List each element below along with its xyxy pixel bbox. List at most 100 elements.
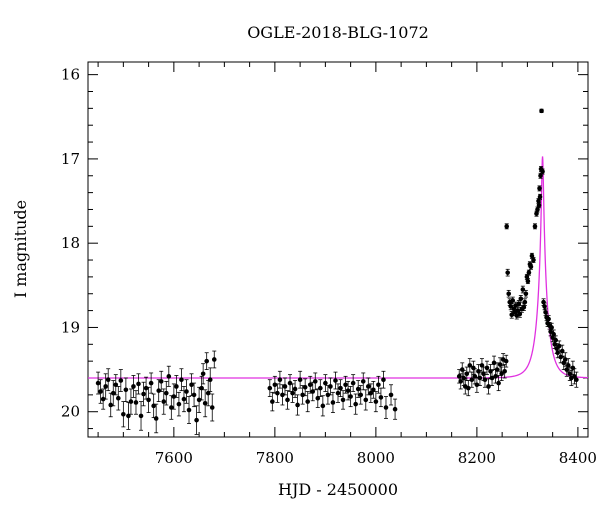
data-point <box>186 396 192 424</box>
data-point <box>503 354 509 368</box>
data-point-marker <box>345 388 351 393</box>
data-point <box>318 379 323 397</box>
data-point <box>510 296 516 305</box>
data-point <box>486 378 491 395</box>
data-point-marker <box>320 403 326 409</box>
data-point <box>539 108 544 114</box>
data-point <box>295 394 300 416</box>
data-point <box>194 405 199 435</box>
data-point <box>272 375 278 394</box>
data-point <box>312 372 318 391</box>
data-point-marker <box>131 384 136 389</box>
data-point-marker <box>479 363 485 368</box>
data-point-marker <box>348 394 353 399</box>
data-point-marker <box>540 169 545 174</box>
data-point <box>161 388 167 415</box>
data-point-marker <box>371 387 376 393</box>
data-point-marker <box>515 308 521 313</box>
data-point-marker <box>110 390 116 396</box>
data-point-marker <box>523 291 529 297</box>
data-point-marker <box>118 378 124 383</box>
data-point <box>559 344 565 358</box>
data-point-marker <box>184 389 189 394</box>
data-point <box>148 372 154 394</box>
data-point-marker <box>166 374 172 379</box>
data-point <box>280 384 285 406</box>
x-tick-label: 7800 <box>256 449 294 467</box>
data-point-marker <box>535 207 540 212</box>
data-point <box>516 300 522 308</box>
data-point-marker <box>290 390 295 396</box>
data-point-marker <box>525 278 531 284</box>
data-point <box>353 393 358 415</box>
data-point <box>275 383 280 403</box>
data-point-marker <box>355 386 361 392</box>
data-point <box>330 391 336 413</box>
data-point <box>537 193 543 200</box>
data-point <box>116 386 121 411</box>
data-point-marker <box>267 385 273 391</box>
data-point-marker <box>464 371 470 377</box>
data-point-marker <box>133 400 139 405</box>
data-point <box>118 369 124 392</box>
data-point-marker <box>542 304 547 309</box>
data-point <box>267 379 273 397</box>
data-point <box>184 379 189 404</box>
data-point-marker <box>466 385 471 391</box>
data-point-marker <box>287 380 293 386</box>
data-point-marker <box>499 371 504 377</box>
data-point-marker <box>143 385 149 391</box>
data-point-marker <box>541 299 546 305</box>
data-point-marker <box>566 363 571 368</box>
data-point-marker <box>211 357 217 362</box>
data-point-marker <box>343 382 348 388</box>
data-point-marker <box>572 374 577 379</box>
y-axis-label: I magnitude <box>11 200 30 298</box>
data-point <box>376 375 381 394</box>
data-point-marker <box>171 394 177 399</box>
data-point-marker <box>360 379 366 384</box>
data-point-marker <box>148 380 154 386</box>
data-point-marker <box>209 405 215 410</box>
x-tick-label: 7600 <box>155 449 193 467</box>
data-point <box>290 383 295 403</box>
data-point-marker <box>310 389 316 394</box>
data-point <box>305 391 310 413</box>
data-point-marker <box>477 375 483 381</box>
data-point-marker <box>373 399 379 404</box>
data-point-marker <box>546 316 551 322</box>
data-point-marker <box>556 343 562 349</box>
data-point <box>163 380 169 406</box>
data-point <box>520 285 526 294</box>
data-point <box>526 269 532 276</box>
data-point-marker <box>200 371 206 377</box>
data-point <box>285 390 290 410</box>
data-point <box>141 381 146 407</box>
data-point <box>277 370 283 389</box>
data-point <box>523 289 529 298</box>
data-point-marker <box>458 379 464 384</box>
data-point-marker <box>469 377 475 382</box>
data-point-marker <box>272 382 278 388</box>
data-point-marker <box>156 388 162 393</box>
data-point <box>525 278 531 285</box>
data-point <box>540 168 545 175</box>
data-point-marker <box>522 299 528 305</box>
data-point-marker <box>378 395 384 400</box>
data-point-marker <box>333 378 338 383</box>
data-point-marker <box>138 413 144 419</box>
data-point-marker <box>520 287 526 292</box>
data-point <box>103 373 108 400</box>
data-point <box>521 303 527 311</box>
data-point-marker <box>353 401 358 407</box>
data-point-marker <box>207 377 213 382</box>
x-tick-label: 8200 <box>458 449 496 467</box>
data-point-marker <box>551 331 556 337</box>
data-point-marker <box>305 399 310 404</box>
data-point-marker <box>280 392 285 398</box>
axis-ticks: 7600 7800 8000 8200 8400 16 17 18 19 20 <box>61 62 597 467</box>
data-point-marker <box>297 377 303 382</box>
data-point-marker <box>315 395 321 401</box>
model-curve <box>88 156 588 379</box>
y-tick-label: 19 <box>61 318 80 336</box>
